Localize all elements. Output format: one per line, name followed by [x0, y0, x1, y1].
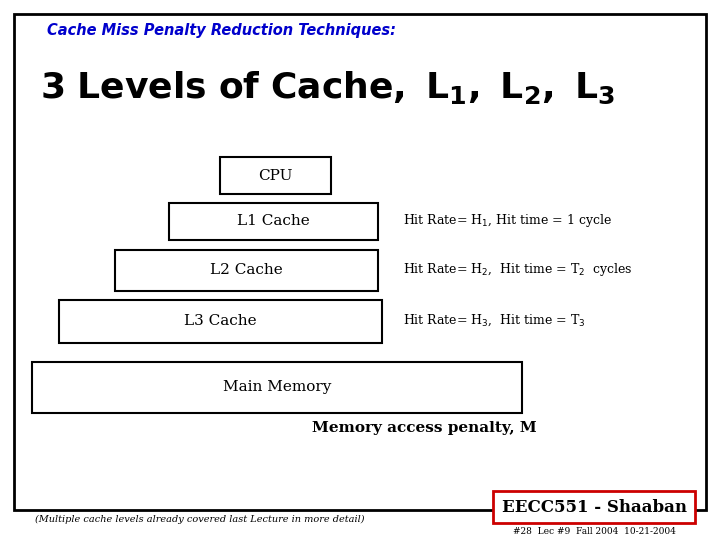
Text: Cache Miss Penalty Reduction Techniques:: Cache Miss Penalty Reduction Techniques: — [47, 23, 396, 38]
Text: L2 Cache: L2 Cache — [210, 264, 283, 277]
FancyBboxPatch shape — [169, 202, 378, 240]
Text: L1 Cache: L1 Cache — [237, 214, 310, 228]
Text: Hit Rate= H$_3$,  Hit time = T$_3$: Hit Rate= H$_3$, Hit time = T$_3$ — [403, 313, 585, 328]
Text: #28  Lec #9  Fall 2004  10-21-2004: #28 Lec #9 Fall 2004 10-21-2004 — [513, 527, 675, 536]
Text: EECC551 - Shaaban: EECC551 - Shaaban — [502, 498, 686, 516]
FancyBboxPatch shape — [493, 491, 695, 523]
Text: Main Memory: Main Memory — [223, 381, 331, 394]
Text: Hit Rate= H$_1$, Hit time = 1 cycle: Hit Rate= H$_1$, Hit time = 1 cycle — [403, 212, 612, 229]
FancyBboxPatch shape — [220, 157, 331, 194]
Text: L3 Cache: L3 Cache — [184, 314, 256, 328]
Text: $\mathbf{3\ Levels\ of\ Cache,\ L_1,\ L_2,\ L_3}$: $\mathbf{3\ Levels\ of\ Cache,\ L_1,\ L_… — [40, 70, 615, 106]
FancyBboxPatch shape — [115, 250, 378, 291]
Text: CPU: CPU — [258, 168, 292, 183]
FancyBboxPatch shape — [59, 300, 382, 343]
Text: Hit Rate= H$_2$,  Hit time = T$_2$  cycles: Hit Rate= H$_2$, Hit time = T$_2$ cycles — [403, 261, 633, 279]
Text: (Multiple cache levels already covered last Lecture in more detail): (Multiple cache levels already covered l… — [35, 515, 364, 524]
Text: Memory access penalty, M: Memory access penalty, M — [312, 421, 537, 435]
FancyBboxPatch shape — [32, 362, 522, 413]
FancyBboxPatch shape — [14, 14, 706, 510]
